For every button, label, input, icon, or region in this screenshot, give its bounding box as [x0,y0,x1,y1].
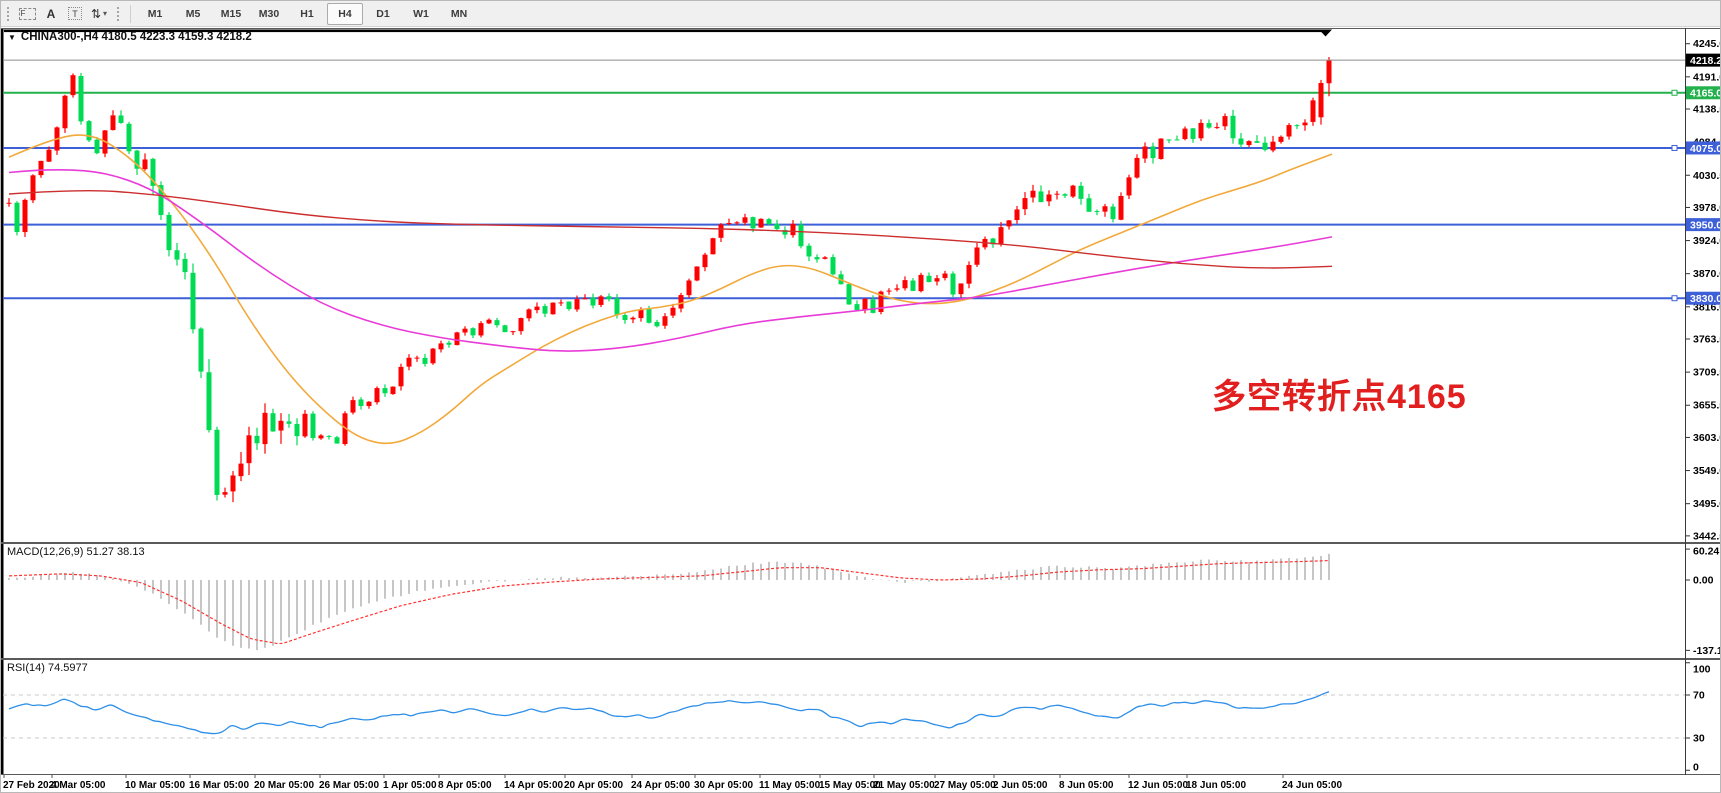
time-tick-label: 1 Apr 05:00 [383,780,437,791]
time-tick-label: 8 Jun 05:00 [1059,780,1114,791]
rsi-tick-label: 70 [1693,690,1705,702]
svg-text:4165.0: 4165.0 [1690,88,1721,100]
fibonacci-icon: F [18,7,36,20]
price-tick-label: 3442.5 [1693,530,1721,542]
hline-3830-price-tag: 3830.0 [1686,291,1721,305]
timeframe-toolbar: M1 M5 M15 M30 H1 H4 D1 W1 MN [136,2,478,25]
timeframe-button-w1[interactable]: W1 [413,7,429,20]
time-axis[interactable]: 27 Feb 2020 4 Mar 05:00 10 Mar 05:00 16 Mar… [1,775,1720,792]
ma-slow-red [8,190,1333,269]
macd-tick-label: 0.00 [1693,575,1714,587]
time-tick-label: 12 Jun 05:00 [1128,780,1188,791]
macd-signal-line [8,559,1330,645]
arrows-icon: ⇅ [90,6,102,21]
text-label-tool[interactable]: T [65,4,85,24]
price-tick-label: 4138.5 [1693,104,1721,116]
toolbar-separator [130,4,131,23]
chart-annotation-text[interactable]: 多空转折点4165 [1212,378,1467,416]
macd-indicator-panel[interactable]: 60.24 0.00 -137.18 [1,543,1721,659]
hline-3830-handle[interactable] [1671,295,1678,302]
timeframe-button-h4[interactable]: H4 [327,2,363,25]
timeframe-button-m1[interactable]: M1 [147,7,163,20]
hline-4165-handle[interactable] [1671,89,1678,96]
rsi-line [8,691,1330,735]
price-tick-label: 4191.0 [1693,71,1721,83]
price-tick-label: 3709.5 [1693,367,1721,379]
price-tick-label: 3495.0 [1693,498,1721,510]
toolbar-grip-2[interactable] [115,5,121,22]
chart-title[interactable]: ▼ CHINA300-,H4 4180.5 4223.3 4159.3 4218… [8,31,252,43]
arrows-tool[interactable]: ⇅ ▾ [89,4,109,24]
price-tick-label: 3978.0 [1693,202,1721,214]
candlestick-chart[interactable]: 4245.04191.04138.54084.54030.53978.03924… [1,28,1721,543]
time-tick-label: 2 Jun 05:00 [993,780,1048,791]
price-tick-label: 3924.0 [1693,235,1721,247]
time-tick-label: 16 Mar 05:00 [189,780,249,791]
price-tick-label: 3870.0 [1693,268,1721,280]
macd-label: MACD(12,26,9) 51.27 38.13 [7,546,145,558]
rsi-tick-label: 100 [1693,664,1711,676]
rsi-tick-label: 30 [1693,733,1705,745]
toolbar-grip[interactable] [5,5,11,22]
candles [6,57,1332,503]
chart-title-text: CHINA300-,H4 4180.5 4223.3 4159.3 4218.2 [20,31,252,43]
time-tick-label: 18 Jun 05:00 [1186,780,1246,791]
hline-4075-price-tag: 4075.0 [1686,141,1721,155]
text-icon: A [46,6,56,21]
fibonacci-tool[interactable]: F [17,4,37,24]
hline-4165-price-tag: 4165.0 [1686,86,1721,100]
timeframe-button-m15[interactable]: M15 [220,7,242,20]
time-tick-label: 30 Apr 05:00 [694,780,754,791]
svg-text:4075.0: 4075.0 [1690,143,1721,155]
svg-text:4218.2: 4218.2 [1690,55,1721,67]
chart-shift-marker-icon [1319,29,1332,37]
timeframe-button-d1[interactable]: D1 [376,7,390,20]
time-tick-label: 20 Apr 05:00 [564,780,624,791]
time-tick-label: 15 May 05:00 [819,780,881,791]
time-tick-label: 8 Apr 05:00 [438,780,492,791]
ma-medium-magenta [8,169,1333,352]
svg-text:3950.0: 3950.0 [1690,219,1721,231]
text-tool[interactable]: A [41,4,61,24]
time-tick-label: 14 Apr 05:00 [504,780,564,791]
timeframe-button-m30[interactable]: M30 [258,7,280,20]
ma-fast-orange [8,134,1333,445]
price-tick-label: 3603.0 [1693,432,1721,444]
chevron-down-icon: ▾ [103,9,108,18]
timeframe-button-mn[interactable]: MN [450,7,468,20]
timeframe-button-m5[interactable]: M5 [185,7,201,20]
price-tick-label: 3655.5 [1693,400,1721,412]
price-tick-label: 3549.0 [1693,465,1721,477]
time-tick-label: 27 May 05:00 [934,780,996,791]
time-tick-label: 11 May 05:00 [759,780,821,791]
bid-price-line-price-tag: 4218.2 [1686,53,1721,67]
hline-4075-handle[interactable] [1671,144,1678,151]
macd-tick-label: 60.24 [1693,546,1719,558]
rsi-label: RSI(14) 74.5977 [7,662,88,674]
price-tick-label: 3763.5 [1693,334,1721,346]
time-tick-label: 21 May 05:00 [873,780,935,791]
hline-3950-price-tag: 3950.0 [1686,218,1721,231]
macd-tick-label: -137.18 [1693,645,1721,657]
macd-histogram [8,553,1330,651]
chart-shift-bar [4,29,1326,33]
text-label-icon: T [68,7,82,20]
time-tick-label: 10 Mar 05:00 [125,780,185,791]
time-tick-label: 26 Mar 05:00 [319,780,379,791]
time-tick-label: 24 Jun 05:00 [1282,780,1342,791]
time-tick-label: 4 Mar 05:00 [51,780,106,791]
rsi-indicator-panel[interactable]: 100 70 30 0 [1,659,1721,775]
price-tick-label: 4030.5 [1693,170,1721,182]
chart-dropdown-icon[interactable]: ▼ [8,32,16,42]
time-tick-label: 27 Feb 2020 [3,780,60,791]
time-tick-label: 24 Apr 05:00 [631,780,691,791]
price-tick-label: 4245.0 [1693,38,1721,50]
timeframe-button-h1[interactable]: H1 [300,7,314,20]
svg-text:3830.0: 3830.0 [1690,293,1721,305]
toolbar: F A T ⇅ ▾ M1 M5 M15 M30 H1 H4 D1 W1 MN [1,1,1720,27]
time-tick-label: 20 Mar 05:00 [254,780,314,791]
rsi-tick-label: 0 [1693,762,1699,774]
